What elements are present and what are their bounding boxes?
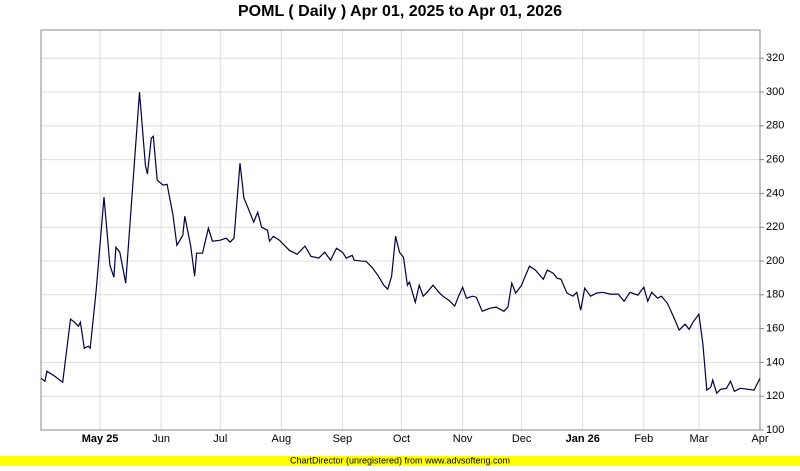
x-tick-label: Mar — [689, 433, 708, 445]
y-tick-label: 300 — [766, 86, 784, 98]
x-tick-label: Nov — [453, 433, 473, 445]
y-tick-label: 240 — [766, 187, 784, 199]
y-tick-label: 220 — [766, 221, 784, 233]
x-tick-label: Feb — [634, 433, 653, 445]
y-tick-label: 140 — [766, 356, 784, 368]
y-tick-label: 100 — [766, 424, 784, 436]
price-line — [40, 92, 761, 395]
plot-area — [40, 29, 761, 431]
x-tick-label: Jan 26 — [566, 433, 600, 445]
x-tick-label: Sep — [333, 433, 353, 445]
x-tick-label: Aug — [272, 433, 292, 445]
x-tick-label: May 25 — [82, 433, 119, 445]
footer-bar — [0, 456, 800, 466]
x-tick-label: Oct — [393, 433, 410, 445]
x-tick-label: Apr — [751, 433, 768, 445]
footer: ChartDirector (unregistered) from www.ad… — [290, 455, 510, 465]
plot-border — [40, 29, 761, 431]
y-tick-label: 180 — [766, 289, 784, 301]
y-tick-label: 320 — [766, 52, 784, 64]
y-tick-label: 160 — [766, 323, 784, 335]
chart-title: POML ( Daily ) Apr 01, 2025 to Apr 01, 2… — [238, 3, 562, 20]
y-tick-label: 260 — [766, 154, 784, 166]
y-tick-label: 200 — [766, 255, 784, 267]
y-tick-label: 120 — [766, 390, 784, 402]
x-tick-label: Jun — [152, 433, 170, 445]
x-tick-label: Dec — [512, 433, 532, 445]
x-tick-label: Jul — [213, 433, 227, 445]
y-tick-label: 280 — [766, 120, 784, 132]
